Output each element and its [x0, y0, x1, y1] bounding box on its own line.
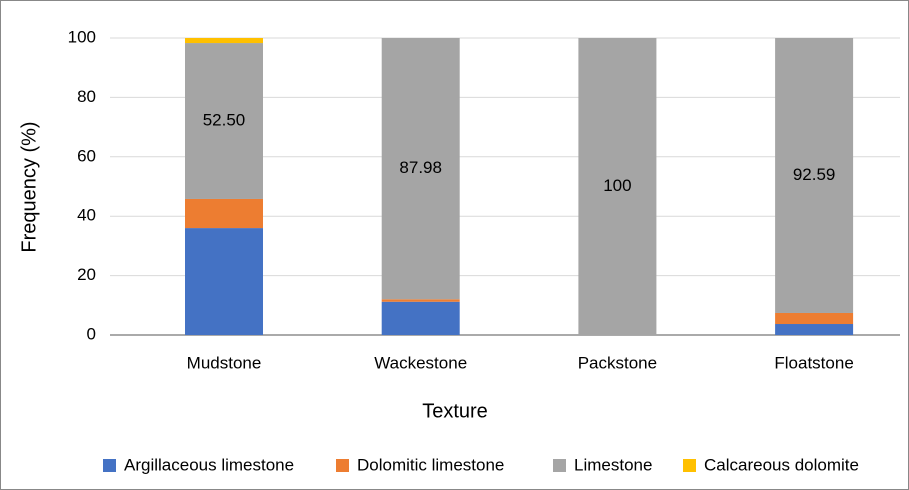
- bar-segment: [381, 299, 460, 302]
- legend-label: Calcareous dolomite: [704, 455, 859, 474]
- y-tick-label: 20: [77, 265, 96, 284]
- y-tick-label: 80: [77, 87, 96, 106]
- legend-label: Argillaceous limestone: [124, 455, 294, 474]
- bar-segment: [381, 38, 460, 300]
- x-tick-label: Wackestone: [374, 353, 467, 372]
- bar-segment: [185, 38, 263, 44]
- legend-label: Limestone: [574, 455, 652, 474]
- x-tick-label: Mudstone: [187, 353, 262, 372]
- data-label: 87.98: [399, 158, 442, 177]
- bar-segment: [775, 38, 854, 313]
- bar-segment: [185, 228, 263, 335]
- bar-segment: [381, 301, 460, 335]
- data-label: 92.59: [793, 165, 836, 184]
- bar-segment: [578, 38, 657, 335]
- legend-swatch: [336, 459, 349, 472]
- bar-segment: [775, 324, 854, 335]
- legend-swatch: [683, 459, 696, 472]
- y-tick-label: 100: [68, 27, 96, 46]
- legend-swatch: [553, 459, 566, 472]
- data-label: 100: [603, 176, 631, 195]
- y-tick-label: 0: [87, 324, 96, 343]
- y-axis-label: Frequency (%): [18, 121, 40, 252]
- x-axis-label: Texture: [422, 400, 488, 422]
- x-tick-label: Packstone: [578, 353, 657, 372]
- x-tick-label: Floatstone: [774, 353, 853, 372]
- y-tick-label: 60: [77, 146, 96, 165]
- y-tick-label: 40: [77, 206, 96, 225]
- data-label: 52.50: [203, 110, 246, 129]
- bar-segment: [775, 312, 854, 325]
- bar-segment: [185, 43, 263, 199]
- legend-label: Dolomitic limestone: [357, 455, 504, 474]
- legend-swatch: [103, 459, 116, 472]
- bar-segment: [185, 198, 263, 229]
